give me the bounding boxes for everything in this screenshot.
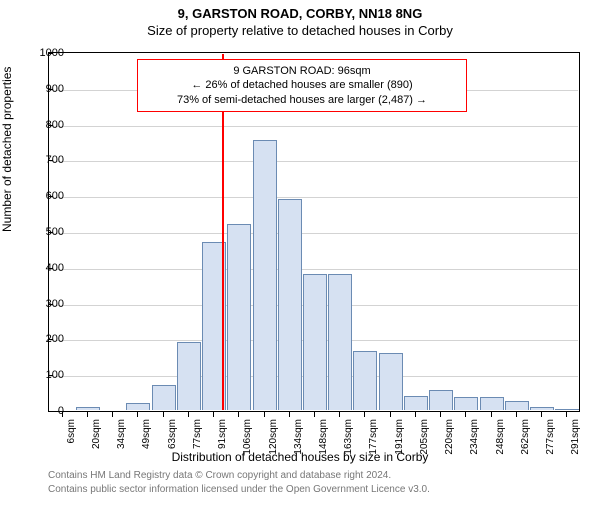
histogram-bar [555, 409, 579, 410]
x-tick-mark [390, 412, 391, 417]
x-tick-mark [516, 412, 517, 417]
gridline [50, 233, 578, 234]
histogram-bar [152, 385, 176, 410]
x-tick-label: 6sqm [66, 419, 77, 443]
x-axis-label: Distribution of detached houses by size … [0, 450, 600, 464]
x-tick-label: 91sqm [217, 419, 228, 449]
y-tick-mark [48, 160, 53, 161]
histogram-bar [530, 407, 554, 410]
x-tick-mark [264, 412, 265, 417]
y-tick-mark [48, 125, 53, 126]
x-tick-mark [566, 412, 567, 417]
x-tick-label: 77sqm [192, 419, 203, 449]
y-tick-mark [48, 411, 53, 412]
gridline [50, 269, 578, 270]
y-tick-mark [48, 53, 53, 54]
histogram-bar [126, 403, 150, 410]
chart-title-address: 9, GARSTON ROAD, CORBY, NN18 8NG [0, 6, 600, 21]
x-tick-mark [62, 412, 63, 417]
x-tick-mark [465, 412, 466, 417]
y-tick-mark [48, 89, 53, 90]
x-tick-label: 49sqm [141, 419, 152, 449]
x-tick-mark [289, 412, 290, 417]
gridline [50, 126, 578, 127]
y-tick-mark [48, 304, 53, 305]
x-tick-mark [163, 412, 164, 417]
footer-copyright-2: Contains public sector information licen… [48, 484, 588, 495]
callout-line-address: 9 GARSTON ROAD: 96sqm [146, 64, 458, 78]
x-tick-mark [112, 412, 113, 417]
histogram-bar [379, 353, 403, 410]
x-tick-mark [364, 412, 365, 417]
x-tick-label: 63sqm [167, 419, 178, 449]
histogram-bar [278, 199, 302, 410]
y-tick-mark [48, 232, 53, 233]
callout-box: 9 GARSTON ROAD: 96sqm← 26% of detached h… [137, 59, 467, 112]
x-tick-mark [188, 412, 189, 417]
histogram-bar [353, 351, 377, 410]
histogram-bar [303, 274, 327, 410]
histogram-bar [76, 407, 100, 410]
chart-subtitle: Size of property relative to detached ho… [0, 23, 600, 38]
x-tick-mark [137, 412, 138, 417]
histogram-bar [177, 342, 201, 410]
callout-line-larger: 73% of semi-detached houses are larger (… [146, 93, 458, 107]
x-tick-mark [238, 412, 239, 417]
x-tick-label: 20sqm [91, 419, 102, 449]
x-tick-mark [541, 412, 542, 417]
x-tick-mark [213, 412, 214, 417]
x-tick-mark [339, 412, 340, 417]
x-tick-mark [415, 412, 416, 417]
histogram-bar [253, 140, 277, 410]
histogram-bar [454, 397, 478, 410]
y-tick-mark [48, 196, 53, 197]
histogram-bar [328, 274, 352, 410]
footer-copyright-1: Contains HM Land Registry data © Crown c… [48, 470, 588, 481]
histogram-bar [227, 224, 251, 410]
y-tick-mark [48, 339, 53, 340]
y-tick-mark [48, 268, 53, 269]
histogram-bar [429, 390, 453, 410]
plot-area-wrap: 9 GARSTON ROAD: 96sqm← 26% of detached h… [48, 52, 580, 412]
gridline [50, 197, 578, 198]
histogram-bar [480, 397, 504, 410]
x-tick-label: 34sqm [116, 419, 127, 449]
callout-line-smaller: ← 26% of detached houses are smaller (89… [146, 78, 458, 92]
x-tick-mark [491, 412, 492, 417]
x-tick-mark [314, 412, 315, 417]
histogram-bar [404, 396, 428, 410]
x-tick-mark [440, 412, 441, 417]
plot-area: 9 GARSTON ROAD: 96sqm← 26% of detached h… [48, 52, 580, 412]
gridline [50, 161, 578, 162]
x-tick-mark [87, 412, 88, 417]
histogram-bar [505, 401, 529, 410]
y-axis-label: Number of detached properties [0, 67, 14, 232]
y-tick-mark [48, 375, 53, 376]
